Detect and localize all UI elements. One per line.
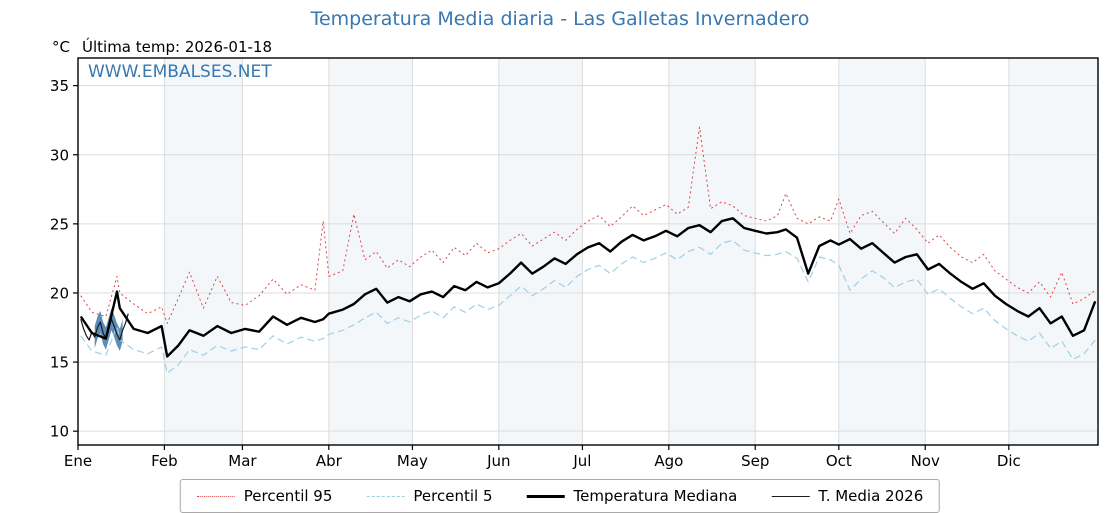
y-tick-label: 25 xyxy=(50,215,69,233)
month-band xyxy=(498,58,583,445)
legend-label: T. Media 2026 xyxy=(818,487,924,505)
y-tick-label: 20 xyxy=(50,284,69,302)
month-band xyxy=(1008,58,1098,445)
percentil-5-line xyxy=(80,239,1096,374)
legend-label: Percentil 5 xyxy=(413,487,493,505)
x-tick-label: May xyxy=(397,452,428,470)
t-media-2026-line xyxy=(80,313,129,341)
legend-label: Percentil 95 xyxy=(243,487,333,505)
y-tick-label: 30 xyxy=(50,146,69,164)
watermark: WWW.EMBALSES.NET xyxy=(88,62,272,82)
x-tick-label: Mar xyxy=(228,452,257,470)
x-tick-label: Jun xyxy=(486,452,510,470)
legend-item-percentil-5: Percentil 5 xyxy=(366,487,492,505)
y-axis-unit: °C xyxy=(52,38,70,56)
x-tick-label: Abr xyxy=(316,452,343,470)
percentil-95-line xyxy=(80,126,1096,324)
x-tick-label: Ago xyxy=(654,452,683,470)
y-tick-label: 10 xyxy=(50,423,69,441)
legend-item-percentil-95: Percentil 95 xyxy=(196,487,333,505)
month-band xyxy=(164,58,243,445)
last-temp-subtitle: Última temp: 2026-01-18 xyxy=(82,38,273,56)
percentil-5-line-sample xyxy=(366,495,405,497)
plot-frame xyxy=(77,57,1099,446)
x-tick-label: Jul xyxy=(572,452,591,470)
x-tick-label: Sep xyxy=(741,452,769,470)
y-tick-label: 15 xyxy=(50,354,69,372)
percentil-95-line-sample xyxy=(196,495,235,497)
mediana-line-sample xyxy=(526,494,565,498)
chart-title: Temperatura Media diaria - Las Galletas … xyxy=(310,8,810,30)
y-tick-label: 35 xyxy=(50,77,69,95)
legend-item-t-media-2026: T. Media 2026 xyxy=(771,487,923,505)
x-tick-label: Feb xyxy=(151,452,178,470)
temperatura-mediana-line xyxy=(79,217,1097,358)
t-media-2026-line-sample xyxy=(771,495,810,497)
x-tick-label: Dic xyxy=(997,452,1021,470)
legend-label: Temperatura Mediana xyxy=(573,487,738,505)
month-band xyxy=(328,58,413,445)
x-tick-label: Ene xyxy=(64,452,92,470)
x-tick-label: Nov xyxy=(911,452,940,470)
plot-svg: 10 15 20 25 30 35 Ene Feb Mar Abr May Jun Jul Ago Sep O… xyxy=(50,57,1099,470)
month-band xyxy=(668,58,756,445)
legend: Percentil 95 Percentil 5 Temperatura Med… xyxy=(179,479,941,513)
legend-item-mediana: Temperatura Mediana xyxy=(526,487,737,505)
x-tick-label: Oct xyxy=(826,452,852,470)
